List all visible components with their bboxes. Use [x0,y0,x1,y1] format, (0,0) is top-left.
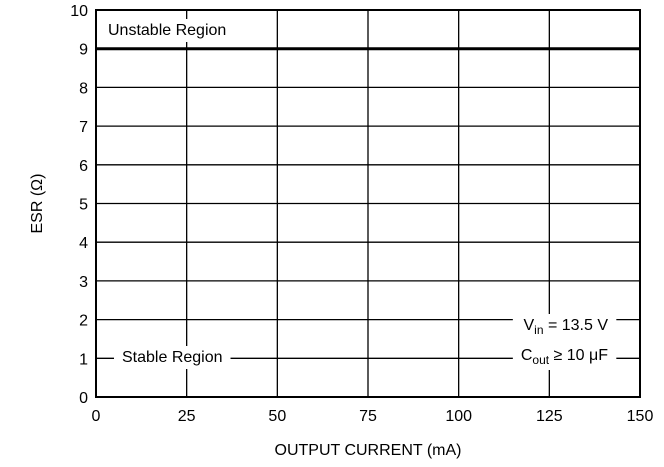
y-axis-label: ESR (Ω) [29,174,46,234]
y-tick-label: 6 [79,158,88,175]
y-tick-label: 8 [79,80,88,97]
unstable-region-label-bg [100,19,235,42]
x-tick-label: 25 [178,408,196,425]
cout-condition-label: Cout ≥ 10 μF [521,347,608,367]
conditions-label-bg [512,314,617,370]
stable-region-label: Stable Region [122,349,223,366]
cout-symbol: C [521,347,533,364]
vin-value: = 13.5 V [544,317,609,334]
y-tick-label: 3 [79,274,88,291]
y-tick-label: 4 [79,235,88,252]
y-tick-label: 0 [79,390,88,407]
y-tick-labels: 0 1 2 3 4 5 6 7 8 9 10 [70,3,88,407]
x-tick-label: 100 [445,408,472,425]
y-tick-label: 9 [79,42,88,59]
cout-value: ≥ 10 μF [549,347,608,364]
unstable-region-label: Unstable Region [108,22,226,39]
cout-subscript: out [532,353,549,367]
vin-symbol: V [523,317,534,334]
vin-condition-label: Vin = 13.5 V [523,317,608,337]
x-tick-label: 75 [359,408,377,425]
y-tick-label: 2 [79,313,88,330]
x-tick-label: 150 [627,408,654,425]
x-tick-labels: 0 25 50 75 100 125 150 [92,408,654,425]
x-axis-label: OUTPUT CURRENT (mA) [275,442,462,459]
x-tick-label: 0 [92,408,101,425]
vin-subscript: in [534,323,543,337]
plot-frame [95,9,641,398]
x-tick-label: 50 [268,408,286,425]
x-tick-label: 125 [536,408,563,425]
stable-region-label-bg [114,346,231,369]
y-tick-label: 10 [70,3,88,20]
y-tick-label: 5 [79,197,88,214]
y-tick-label: 1 [79,351,88,368]
y-tick-label: 7 [79,119,88,136]
